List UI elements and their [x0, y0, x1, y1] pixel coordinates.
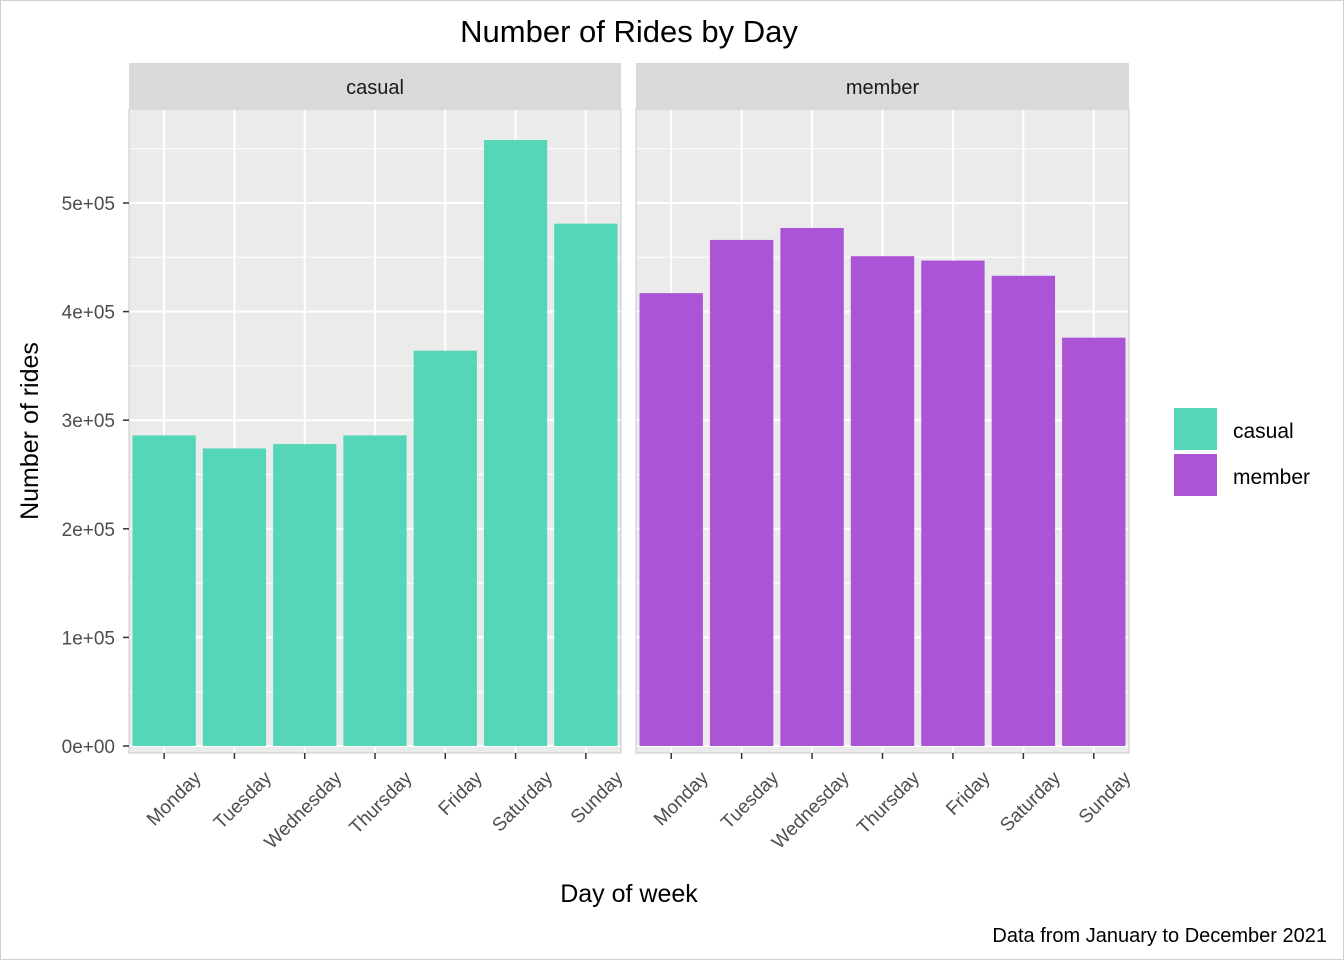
bar-member-thursday: [850, 256, 915, 746]
bar-member-friday: [921, 260, 985, 746]
bar-member-wednesday: [780, 227, 844, 746]
y-axis-title: Number of rides: [16, 342, 44, 520]
y-tick-label: 0e+00: [62, 737, 115, 758]
y-tick-label: 4e+05: [62, 303, 115, 324]
strip-label-member: member: [846, 77, 920, 99]
strip-member: [636, 63, 1129, 109]
x-tick-label-casual-thursday: Thursday: [346, 767, 417, 838]
y-axis: 0e+00 1e+05 2e+05 3e+05 4e+05 5e+05: [62, 194, 129, 758]
x-tick-label-casual-saturday: Saturday: [488, 767, 557, 836]
strip-casual: [129, 63, 621, 109]
x-tick-label-casual-tuesday: Tuesday: [210, 767, 276, 833]
legend-label-casual: casual: [1233, 420, 1294, 443]
x-tick-label-member-friday: Friday: [942, 767, 995, 820]
bar-member-sunday: [1062, 337, 1126, 746]
bar-casual-friday: [413, 350, 477, 746]
y-tick-label: 1e+05: [62, 628, 115, 649]
bar-member-saturday: [991, 275, 1056, 746]
bar-casual-sunday: [554, 223, 618, 746]
legend-label-member: member: [1233, 466, 1310, 489]
x-tick-label-member-monday: Monday: [650, 767, 713, 830]
y-tick-label: 3e+05: [62, 411, 115, 432]
x-tick-label-member-saturday: Saturday: [996, 767, 1065, 836]
legend: casual member: [1174, 408, 1310, 496]
x-tick-label-member-sunday: Sunday: [1075, 767, 1136, 828]
legend-swatch-casual: [1174, 408, 1217, 450]
x-tick-label-member-wednesday: Wednesday: [768, 767, 854, 853]
bar-member-tuesday: [709, 239, 774, 746]
x-tick-label-casual-monday: Monday: [143, 767, 206, 830]
x-tick-label-casual-friday: Friday: [435, 767, 488, 820]
bar-casual-wednesday: [273, 444, 337, 746]
bar-casual-thursday: [343, 435, 407, 746]
y-tick-label: 5e+05: [62, 194, 115, 215]
bar-member-monday: [639, 293, 703, 746]
chart-title: Number of Rides by Day: [460, 14, 798, 49]
x-tick-label-member-thursday: Thursday: [853, 767, 924, 838]
x-axis-title: Day of week: [560, 880, 698, 908]
legend-swatch-member: [1174, 454, 1217, 496]
y-tick-label: 2e+05: [62, 520, 115, 541]
bar-casual-saturday: [483, 140, 548, 747]
bar-casual-tuesday: [202, 448, 267, 746]
x-tick-label-member-tuesday: Tuesday: [717, 767, 783, 833]
chart-caption: Data from January to December 2021: [992, 925, 1327, 947]
bar-casual-monday: [132, 435, 196, 746]
strip-label-casual: casual: [346, 77, 404, 99]
x-tick-label-casual-sunday: Sunday: [567, 767, 628, 828]
